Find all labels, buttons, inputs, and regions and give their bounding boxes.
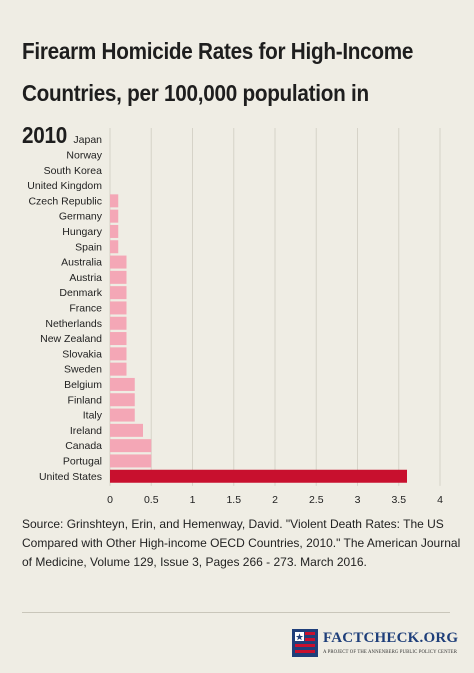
bar: [110, 362, 127, 376]
category-label: Belgium: [64, 379, 102, 391]
bar: [110, 408, 135, 422]
tick-label: 1.5: [226, 494, 241, 506]
bar: [110, 454, 152, 468]
category-label: Sweden: [64, 364, 102, 376]
category-label: Czech Republic: [28, 195, 102, 207]
category-label: Ireland: [70, 425, 102, 437]
tick-label: 3.5: [391, 494, 406, 506]
bar: [110, 240, 119, 254]
category-label: United Kingdom: [27, 180, 102, 192]
bar: [110, 301, 127, 315]
bar: [110, 286, 127, 300]
bar: [110, 209, 119, 223]
category-label: Finland: [68, 394, 103, 406]
tick-label: 2: [272, 494, 278, 506]
tick-label: 4: [437, 494, 443, 506]
bar: [110, 255, 127, 269]
bar: [110, 194, 119, 208]
tick-label: 3: [355, 494, 361, 506]
factcheck-logo[interactable]: FACTCHECK.ORG A PROJECT OF THE ANNENBERG…: [292, 625, 462, 661]
category-label: United States: [39, 471, 102, 483]
category-label: Portugal: [63, 455, 102, 467]
bar-chart: Japan Norway South Korea United Kingdom Czec…: [27, 128, 443, 506]
bar: [110, 439, 152, 453]
category-label: New Zealand: [40, 333, 102, 345]
tick-label: 2.5: [309, 494, 324, 506]
bar: [110, 332, 127, 346]
tick-label: 1: [190, 494, 196, 506]
category-label: Slovakia: [62, 348, 102, 360]
tick-label: 0.5: [144, 494, 159, 506]
category-label: Hungary: [62, 226, 102, 238]
category-label: Germany: [59, 211, 103, 223]
bar: [110, 423, 143, 437]
chart-title: Firearm Homicide Rates for High-Income C…: [22, 38, 414, 148]
source-citation: Source: Grinshteyn, Erin, and Hemenway, …: [22, 517, 461, 569]
bar: [110, 224, 119, 238]
bar: [110, 469, 407, 483]
category-label: Spain: [75, 241, 102, 253]
category-label: South Korea: [44, 165, 103, 177]
bar: [110, 316, 127, 330]
category-label: Denmark: [59, 287, 102, 299]
bar: [110, 393, 135, 407]
tick-label: 0: [107, 494, 113, 506]
flag-icon: [292, 629, 318, 657]
category-label: Japan: [73, 134, 102, 146]
category-label: France: [69, 302, 102, 314]
bar: [110, 270, 127, 284]
category-label: Italy: [83, 410, 103, 422]
bar: [110, 377, 135, 391]
bar: [110, 347, 127, 361]
category-label: Australia: [61, 257, 102, 269]
footer-divider: [22, 612, 450, 613]
logo-brand: FACTCHECK.ORG: [323, 630, 459, 646]
category-label: Netherlands: [45, 318, 102, 330]
category-label: Austria: [69, 272, 102, 284]
category-label: Canada: [65, 440, 102, 452]
category-label: Norway: [66, 149, 102, 161]
logo-tagline: A PROJECT OF THE ANNENBERG PUBLIC POLICY…: [323, 650, 458, 655]
